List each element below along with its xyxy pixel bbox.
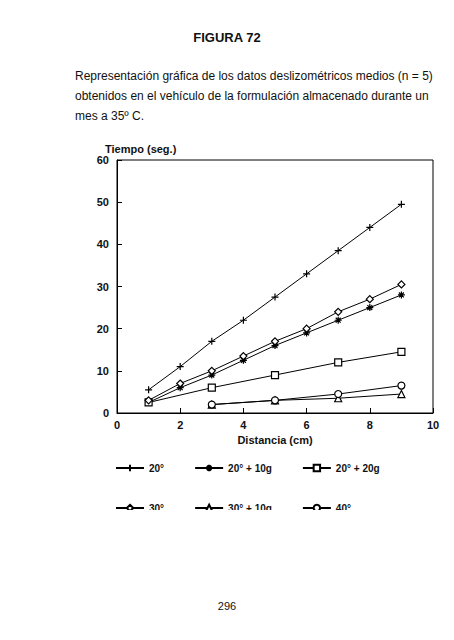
- html-text:FIGURA 72: FIGURA 72: [193, 30, 261, 45]
- svg-text:30: 30: [97, 281, 109, 293]
- svg-text:Tiempo (seg.): Tiempo (seg.): [105, 143, 177, 155]
- svg-text:2: 2: [177, 419, 183, 431]
- svg-text:8: 8: [367, 419, 373, 431]
- svg-text:10: 10: [97, 365, 109, 377]
- svg-text:40: 40: [97, 238, 109, 250]
- svg-text:60: 60: [97, 154, 109, 166]
- svg-text:50: 50: [97, 196, 109, 208]
- svg-text:30°: 30°: [149, 503, 164, 511]
- svg-text:10: 10: [427, 419, 439, 431]
- svg-text:4: 4: [240, 419, 247, 431]
- svg-text:20° + 10g: 20° + 10g: [228, 463, 272, 474]
- svg-text:20: 20: [97, 323, 109, 335]
- svg-text:0: 0: [114, 419, 120, 431]
- html-text:Representación gráfica de los: Representación gráfica de los datos desl…: [75, 69, 433, 123]
- svg-text:40°: 40°: [336, 503, 351, 511]
- html-text:296: 296: [217, 600, 237, 612]
- svg-text:6: 6: [304, 419, 310, 431]
- svg-text:30° + 10g: 30° + 10g: [228, 503, 272, 511]
- svg-text:Distancia (cm): Distancia (cm): [237, 434, 313, 446]
- svg-text:20° + 20g: 20° + 20g: [336, 463, 380, 474]
- svg-text:20°: 20°: [149, 463, 164, 474]
- svg-text:0: 0: [103, 407, 109, 419]
